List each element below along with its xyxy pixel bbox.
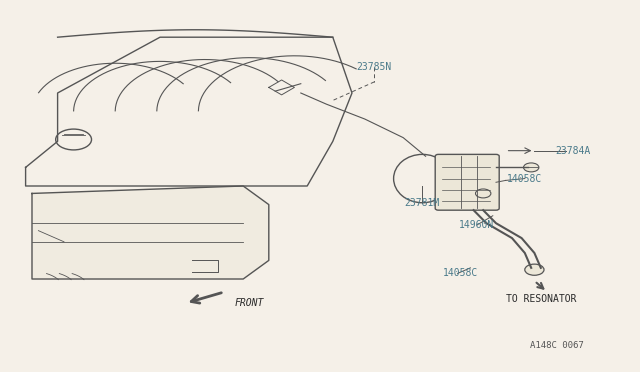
Text: 14960N: 14960N: [459, 220, 495, 230]
Circle shape: [476, 189, 491, 198]
FancyBboxPatch shape: [435, 154, 499, 210]
Text: 23784A: 23784A: [555, 146, 591, 155]
Text: A148C 0067: A148C 0067: [530, 341, 584, 350]
Circle shape: [525, 264, 544, 275]
Text: 14058C: 14058C: [443, 269, 479, 278]
Polygon shape: [32, 186, 269, 279]
Text: 23785N: 23785N: [356, 62, 392, 72]
Circle shape: [524, 163, 539, 172]
Text: 14058C: 14058C: [507, 174, 543, 183]
Text: 23781M: 23781M: [404, 198, 440, 208]
Text: FRONT: FRONT: [235, 298, 264, 308]
Text: TO RESONATOR: TO RESONATOR: [506, 295, 576, 304]
